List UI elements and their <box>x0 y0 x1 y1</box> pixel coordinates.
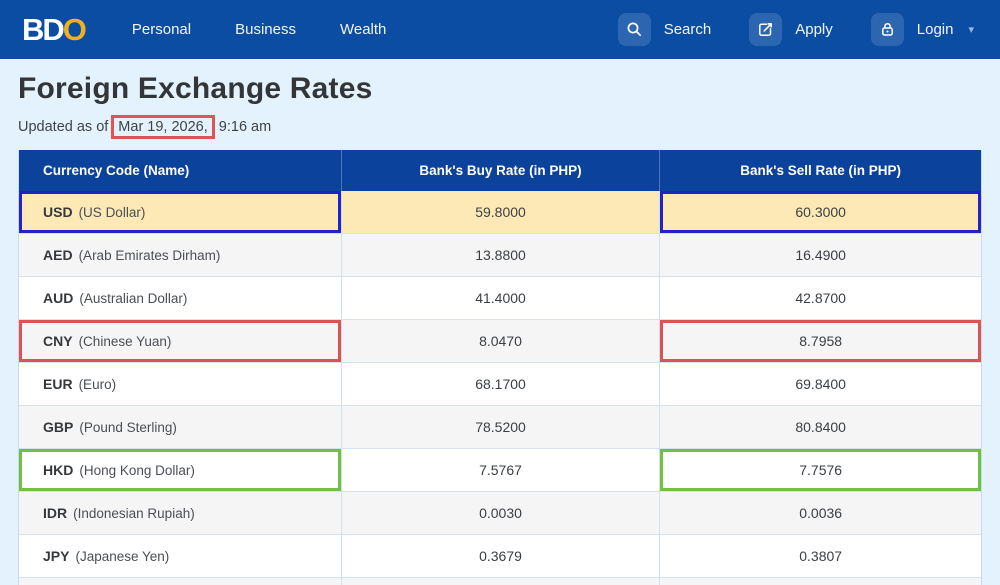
lock-icon[interactable] <box>870 13 904 46</box>
currency-cell: AUD (Australian Dollar) <box>19 277 341 319</box>
sell-rate-cell: 69.8400 <box>659 363 981 405</box>
nav-actions: Search Apply Login ▾ <box>617 13 974 46</box>
currency-cell: GBP (Pound Sterling) <box>19 406 341 448</box>
apply-button[interactable]: Apply <box>749 13 833 46</box>
table-row-idr: IDR (Indonesian Rupiah) 0.0030 0.0036 <box>19 492 981 535</box>
page-title: Foreign Exchange Rates <box>18 72 373 105</box>
sell-rate-cell: 80.8400 <box>659 406 981 448</box>
currency-name: (Chinese Yuan) <box>78 333 172 349</box>
table-row-usd: USD (US Dollar) 59.8000 60.3000 <box>19 191 981 234</box>
table-row-gbp: GBP (Pound Sterling) 78.5200 80.8400 <box>19 406 981 449</box>
login-button[interactable]: Login ▾ <box>870 13 974 46</box>
buy-rate-cell: 68.1700 <box>340 363 660 405</box>
table-row-aud: AUD (Australian Dollar) 41.4000 42.8700 <box>19 277 981 320</box>
buy-rate-cell: 8.0470 <box>340 320 660 362</box>
sell-rate-cell: 0.0036 <box>659 492 981 534</box>
buy-rate-cell <box>340 578 660 585</box>
sell-rate-cell: 0.3807 <box>659 535 981 577</box>
currency-cell: EUR (Euro) <box>19 363 341 405</box>
currency-name: (Hong Kong Dollar) <box>79 462 195 478</box>
currency-name: (Japanese Yen) <box>75 548 170 564</box>
currency-name: (Arab Emirates Dirham) <box>78 247 221 263</box>
sell-rate-cell: 7.7576 <box>659 449 981 491</box>
currency-code: USD <box>43 204 73 220</box>
currency-code: AED <box>43 247 73 263</box>
search-label: Search <box>663 21 712 38</box>
buy-rate-cell: 0.0030 <box>340 492 660 534</box>
search-button[interactable]: Search <box>617 13 712 46</box>
currency-code: CNY <box>43 333 73 349</box>
updated-line: Updated as of Mar 19, 2026, 9:16 am <box>18 115 982 139</box>
currency-code: EUR <box>43 376 73 392</box>
currency-code: IDR <box>43 505 68 521</box>
currency-code: HKD <box>43 462 74 478</box>
apply-label: Apply <box>795 21 833 38</box>
nav-link-wealth[interactable]: Wealth <box>339 21 387 38</box>
updated-time: 9:16 am <box>218 119 272 135</box>
table-row-jpy: JPY (Japanese Yen) 0.3679 0.3807 <box>19 535 981 578</box>
header-sell-rate: Bank's Sell Rate (in PHP) <box>659 150 981 191</box>
page-head: Foreign Exchange Rates Updated as of Mar… <box>0 59 1000 139</box>
edit-icon[interactable] <box>749 13 783 46</box>
table-body: USD (US Dollar) 59.8000 60.3000 AED (Arab Emi… <box>19 191 981 585</box>
currency-name: (US Dollar) <box>78 204 146 220</box>
header-currency: Currency Code (Name) <box>43 163 190 178</box>
table-header-row: Currency Code (Name) Bank's Buy Rate (in… <box>19 150 981 191</box>
header-buy-rate: Bank's Buy Rate (in PHP) <box>340 150 660 191</box>
bdo-logo[interactable]: BDO <box>22 11 87 48</box>
currency-name: (Australian Dollar) <box>79 290 188 306</box>
table-row-partial <box>19 578 981 585</box>
sell-rate-cell: 60.3000 <box>659 191 981 233</box>
chevron-down-icon: ▾ <box>968 24 974 36</box>
table-row-hkd: HKD (Hong Kong Dollar) 7.5767 7.7576 <box>19 449 981 492</box>
table-row-cny: CNY (Chinese Yuan) 8.0470 8.7958 <box>19 320 981 363</box>
currency-code: JPY <box>43 548 70 564</box>
currency-cell: HKD (Hong Kong Dollar) <box>19 449 341 491</box>
nav-link-personal[interactable]: Personal <box>131 21 192 38</box>
top-navbar: BDO Personal Business Wealth Search <box>0 0 1000 59</box>
currency-cell: JPY (Japanese Yen) <box>19 535 341 577</box>
nav-link-business[interactable]: Business <box>235 21 296 38</box>
updated-date-annotation-box: Mar 19, 2026, <box>111 115 215 139</box>
buy-rate-cell: 41.4000 <box>340 277 660 319</box>
currency-cell: USD (US Dollar) <box>19 191 341 233</box>
buy-rate-cell: 78.5200 <box>340 406 660 448</box>
logo-o: O <box>62 11 87 47</box>
currency-name: (Euro) <box>78 376 117 392</box>
nav-links: Personal Business Wealth <box>132 21 387 38</box>
sell-rate-cell: 42.8700 <box>659 277 981 319</box>
currency-cell: AED (Arab Emirates Dirham) <box>19 234 341 276</box>
currency-name: (Pound Sterling) <box>79 419 177 435</box>
sell-rate-cell: 16.4900 <box>659 234 981 276</box>
fx-rates-table: Currency Code (Name) Bank's Buy Rate (in… <box>18 150 982 585</box>
updated-prefix: Updated as of <box>18 119 109 135</box>
sell-rate-cell <box>659 578 981 585</box>
table-row-eur: EUR (Euro) 68.1700 69.8400 <box>19 363 981 406</box>
currency-cell: CNY (Chinese Yuan) <box>19 320 341 362</box>
buy-rate-cell: 13.8800 <box>340 234 660 276</box>
buy-rate-cell: 7.5767 <box>340 449 660 491</box>
table-row-aed: AED (Arab Emirates Dirham) 13.8800 16.4900 <box>19 234 981 277</box>
currency-cell: IDR (Indonesian Rupiah) <box>19 492 341 534</box>
sell-rate-cell: 8.7958 <box>659 320 981 362</box>
logo-bd: BD <box>22 11 65 47</box>
buy-rate-cell: 0.3679 <box>340 535 660 577</box>
currency-name: (Indonesian Rupiah) <box>73 505 195 521</box>
currency-code: GBP <box>43 419 74 435</box>
search-icon[interactable] <box>617 13 651 46</box>
buy-rate-cell: 59.8000 <box>340 191 660 233</box>
currency-cell <box>19 578 341 585</box>
login-label: Login <box>916 21 954 38</box>
currency-code: AUD <box>43 290 74 306</box>
